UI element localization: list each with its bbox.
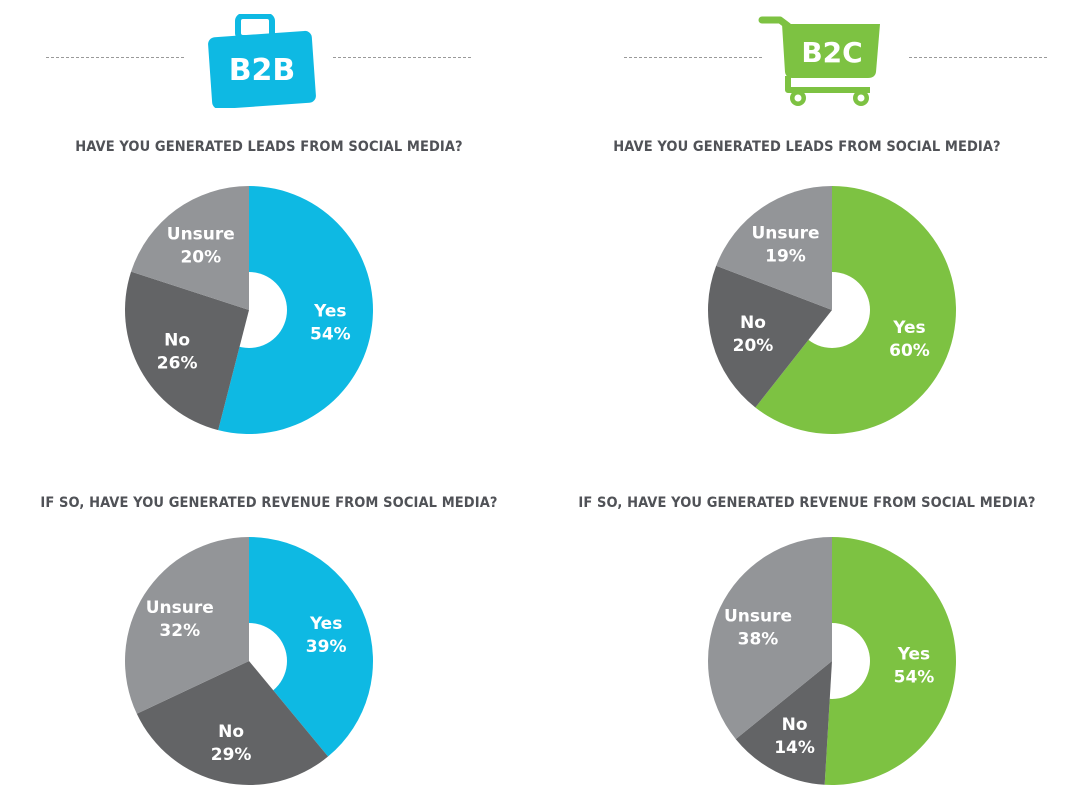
slice-category-label: Unsure — [167, 225, 235, 245]
b2b-leads-pie-chart: Yes 54% No 26% Unsure 20% — [125, 186, 373, 434]
slice-label-yes: Yes 39% — [306, 614, 347, 657]
slice-value-label: 38% — [738, 630, 779, 650]
slice-value-label: 29% — [211, 745, 252, 765]
slice-category-label: No — [218, 722, 244, 742]
slice-category-label: Unsure — [724, 607, 792, 627]
slice-label-no: No 20% — [733, 313, 774, 356]
header-divider-left — [624, 57, 762, 58]
b2b-leads-question: HAVE YOU GENERATED LEADS FROM SOCIAL MED… — [75, 139, 463, 155]
slice-category-label: Yes — [897, 644, 930, 664]
slice-value-label: 54% — [894, 667, 935, 687]
pie-slice-yes — [824, 537, 956, 785]
b2c-badge-label: B2C — [801, 36, 862, 69]
header-divider-right — [333, 57, 471, 58]
slice-label-no: No 29% — [211, 722, 252, 765]
b2c-header: B2C — [538, 0, 1076, 120]
b2c-revenue-pie-chart: Yes 54% No 14% Unsure 38% — [708, 537, 956, 785]
b2b-header: B2B — [0, 0, 538, 120]
slice-label-no: No 26% — [157, 331, 198, 374]
briefcase-icon: B2B — [208, 14, 316, 108]
slice-value-label: 26% — [157, 354, 198, 374]
slice-label-unsure: Unsure 32% — [146, 598, 214, 641]
slice-value-label: 39% — [306, 637, 347, 657]
slice-label-yes: Yes 54% — [894, 644, 935, 687]
slice-value-label: 20% — [733, 336, 774, 356]
slice-value-label: 20% — [180, 248, 221, 268]
pie-slice-no — [125, 271, 249, 431]
slice-value-label: 14% — [774, 738, 815, 758]
b2c-revenue-question: IF SO, HAVE YOU GENERATED REVENUE FROM S… — [578, 495, 1036, 511]
slice-label-unsure: Unsure 19% — [751, 223, 819, 266]
slice-category-label: Yes — [892, 318, 925, 338]
slice-category-label: No — [164, 331, 190, 351]
b2c-leads-pie-chart: Yes 60% No 20% Unsure 19% — [708, 186, 956, 434]
b2b-revenue-pie-chart: Yes 39% No 29% Unsure 32% — [125, 537, 373, 785]
slice-value-label: 19% — [765, 246, 806, 266]
shopping-cart-icon: B2C — [758, 16, 880, 106]
slice-value-label: 54% — [310, 324, 351, 344]
slice-category-label: No — [740, 313, 766, 333]
slice-label-no: No 14% — [774, 715, 815, 758]
slice-category-label: Yes — [313, 301, 346, 321]
b2b-column: B2B HAVE YOU GENERATED LEADS FROM SOCIAL… — [0, 0, 538, 785]
pie-slice-unsure — [125, 537, 249, 714]
slice-category-label: Yes — [309, 614, 342, 634]
pie-slice-unsure — [716, 186, 832, 310]
b2b-badge-label: B2B — [229, 53, 296, 88]
slice-label-yes: Yes 60% — [889, 318, 930, 361]
b2b-revenue-question: IF SO, HAVE YOU GENERATED REVENUE FROM S… — [40, 495, 498, 511]
b2c-column: B2C HAVE YOU GENERATED LEADS FROM SOCIAL… — [538, 0, 1076, 792]
b2c-leads-question: HAVE YOU GENERATED LEADS FROM SOCIAL MED… — [613, 139, 1001, 155]
slice-category-label: No — [782, 715, 808, 735]
slice-label-yes: Yes 54% — [310, 301, 351, 344]
slice-label-unsure: Unsure 38% — [724, 607, 792, 650]
pie-slice-unsure — [131, 186, 249, 310]
header-divider-right — [909, 57, 1047, 58]
slice-label-unsure: Unsure 20% — [167, 225, 235, 268]
slice-value-label: 60% — [889, 341, 930, 361]
slice-value-label: 32% — [159, 621, 200, 641]
pie-slice-no — [735, 661, 832, 785]
pie-slice-yes — [218, 186, 373, 434]
header-divider-left — [46, 57, 184, 58]
pie-slice-no — [136, 661, 329, 785]
slice-category-label: Unsure — [146, 598, 214, 618]
pie-slice-yes — [249, 537, 373, 757]
pie-slice-no — [708, 265, 832, 408]
pie-slice-unsure — [708, 537, 832, 740]
slice-category-label: Unsure — [751, 223, 819, 243]
